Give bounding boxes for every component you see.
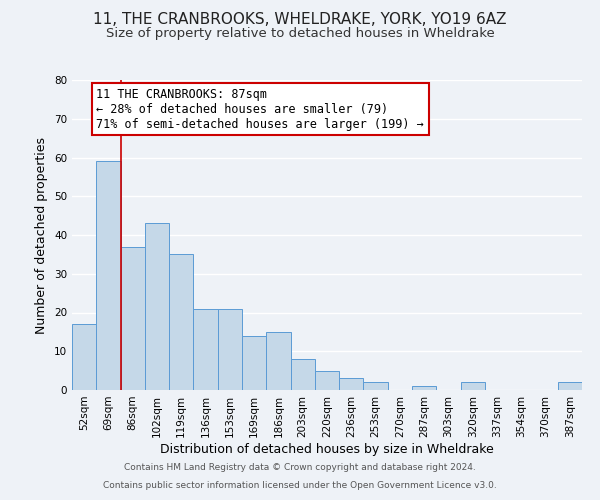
X-axis label: Distribution of detached houses by size in Wheldrake: Distribution of detached houses by size … — [160, 442, 494, 456]
Text: 11 THE CRANBROOKS: 87sqm
← 28% of detached houses are smaller (79)
71% of semi-d: 11 THE CRANBROOKS: 87sqm ← 28% of detach… — [96, 88, 424, 130]
Bar — [169, 254, 193, 390]
Bar — [339, 378, 364, 390]
Bar — [72, 324, 96, 390]
Bar — [558, 382, 582, 390]
Text: Size of property relative to detached houses in Wheldrake: Size of property relative to detached ho… — [106, 28, 494, 40]
Bar — [121, 246, 145, 390]
Bar — [96, 162, 121, 390]
Bar — [266, 332, 290, 390]
Bar — [218, 308, 242, 390]
Bar — [145, 224, 169, 390]
Text: 11, THE CRANBROOKS, WHELDRAKE, YORK, YO19 6AZ: 11, THE CRANBROOKS, WHELDRAKE, YORK, YO1… — [93, 12, 507, 28]
Bar — [242, 336, 266, 390]
Bar — [315, 370, 339, 390]
Bar — [364, 382, 388, 390]
Bar — [193, 308, 218, 390]
Bar — [412, 386, 436, 390]
Bar — [461, 382, 485, 390]
Y-axis label: Number of detached properties: Number of detached properties — [35, 136, 49, 334]
Bar — [290, 359, 315, 390]
Text: Contains HM Land Registry data © Crown copyright and database right 2024.: Contains HM Land Registry data © Crown c… — [124, 464, 476, 472]
Text: Contains public sector information licensed under the Open Government Licence v3: Contains public sector information licen… — [103, 481, 497, 490]
